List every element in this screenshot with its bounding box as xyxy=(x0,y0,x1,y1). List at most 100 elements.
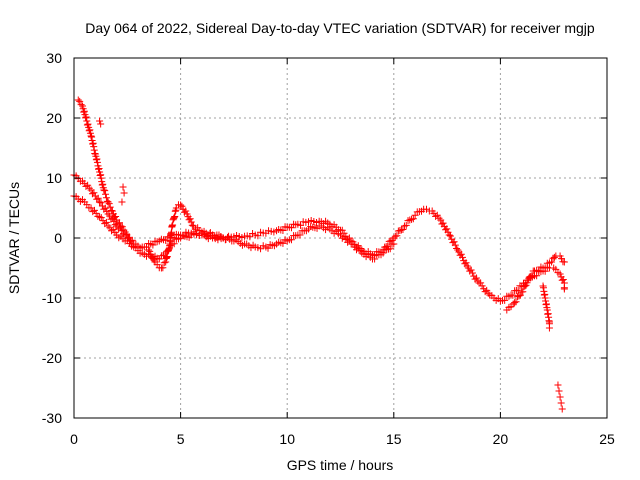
data-point xyxy=(94,194,102,202)
data-point xyxy=(467,266,475,274)
data-point xyxy=(171,207,179,215)
data-point xyxy=(337,231,344,239)
data-point xyxy=(528,272,536,280)
data-point xyxy=(97,199,105,207)
data-point xyxy=(457,250,465,258)
data-point xyxy=(108,207,116,215)
y-tick-label: 20 xyxy=(46,110,62,126)
data-point xyxy=(409,215,417,223)
data-point xyxy=(386,245,394,253)
data-point xyxy=(83,117,91,125)
data-point xyxy=(393,232,401,240)
data-point xyxy=(371,255,379,263)
data-point xyxy=(165,244,173,252)
data-point xyxy=(162,258,170,266)
data-point xyxy=(84,120,92,128)
axis-ticks xyxy=(73,57,608,419)
data-point xyxy=(550,253,558,261)
data-point xyxy=(159,264,167,272)
data-point xyxy=(106,224,114,232)
data-point xyxy=(97,120,105,128)
data-point xyxy=(287,236,295,244)
data-point xyxy=(344,238,352,246)
data-point xyxy=(102,218,110,226)
data-point xyxy=(391,232,399,240)
data-point xyxy=(102,194,110,202)
data-point xyxy=(100,186,108,194)
data-point xyxy=(97,214,105,222)
y-tick-label: -10 xyxy=(42,290,62,306)
x-tick-label: 25 xyxy=(599,431,615,447)
data-point xyxy=(101,187,109,195)
data-point xyxy=(422,205,430,213)
data-point xyxy=(541,264,549,272)
data-point xyxy=(264,244,272,252)
data-point xyxy=(478,282,486,290)
data-point xyxy=(82,113,90,121)
data-point xyxy=(87,132,95,140)
data-point xyxy=(97,171,105,179)
data-point xyxy=(118,223,126,231)
data-point xyxy=(524,276,532,284)
data-point xyxy=(104,198,112,206)
data-point xyxy=(477,279,485,287)
data-point xyxy=(535,267,543,275)
x-tick-label: 5 xyxy=(177,431,185,447)
data-point xyxy=(555,387,563,395)
data-point xyxy=(484,289,492,297)
data-point xyxy=(338,234,346,242)
data-point xyxy=(545,324,553,332)
y-axis-title: SDTVAR / TECUs xyxy=(6,182,22,294)
data-point xyxy=(559,276,567,284)
data-marks xyxy=(70,96,568,413)
data-point xyxy=(560,258,568,266)
y-tick-label: 0 xyxy=(54,230,62,246)
data-point xyxy=(451,241,459,249)
data-point xyxy=(95,165,103,173)
data-point xyxy=(80,179,88,187)
data-point xyxy=(80,107,88,115)
data-point xyxy=(186,215,194,223)
data-point xyxy=(163,254,171,261)
data-point xyxy=(400,222,408,230)
data-point xyxy=(77,101,85,109)
data-point xyxy=(435,214,443,222)
data-point xyxy=(527,272,535,280)
data-point xyxy=(297,221,305,229)
data-point xyxy=(521,282,529,290)
data-point xyxy=(111,221,119,229)
data-point xyxy=(106,203,114,211)
data-point xyxy=(123,230,131,238)
data-point xyxy=(522,281,530,289)
data-point xyxy=(74,96,82,104)
data-point xyxy=(171,213,179,221)
data-point xyxy=(445,231,453,239)
data-point xyxy=(279,226,287,234)
data-point xyxy=(177,201,185,209)
data-point xyxy=(558,405,566,413)
y-tick-label: 10 xyxy=(46,170,62,186)
data-point xyxy=(453,244,461,252)
data-point xyxy=(399,226,407,234)
data-point xyxy=(89,139,97,147)
data-point xyxy=(379,249,387,257)
data-point xyxy=(86,126,94,134)
data-point xyxy=(556,393,564,401)
data-point xyxy=(345,237,353,245)
data-point xyxy=(443,225,451,233)
data-point xyxy=(101,204,109,212)
data-point xyxy=(404,217,412,225)
x-tick-label: 20 xyxy=(493,431,509,447)
data-point xyxy=(394,227,402,235)
data-point xyxy=(296,231,304,239)
y-tick-label: -30 xyxy=(42,410,62,426)
data-point xyxy=(90,206,98,214)
data-point xyxy=(76,97,84,105)
data-point xyxy=(99,217,107,225)
data-point xyxy=(480,285,488,293)
data-point xyxy=(396,227,404,235)
data-point xyxy=(120,189,128,197)
data-point xyxy=(118,198,126,206)
data-point xyxy=(104,222,112,230)
data-point xyxy=(145,246,153,254)
